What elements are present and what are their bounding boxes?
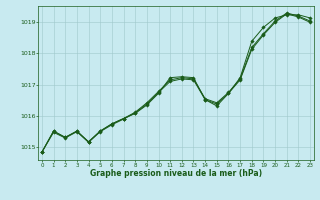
X-axis label: Graphe pression niveau de la mer (hPa): Graphe pression niveau de la mer (hPa) <box>90 169 262 178</box>
